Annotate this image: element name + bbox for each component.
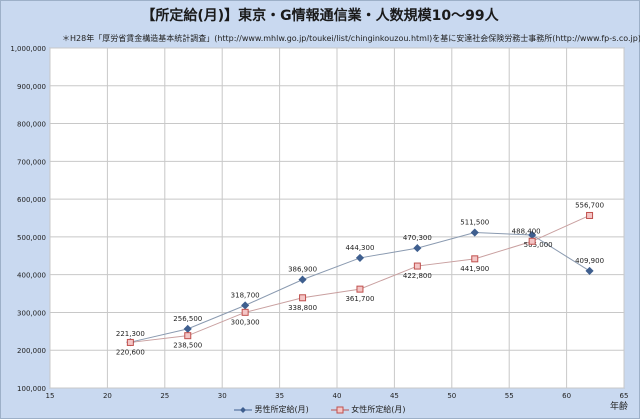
data-point-male <box>355 253 365 262</box>
legend-male-swatch <box>234 406 253 413</box>
y-tick-label: 200,000 <box>17 347 46 355</box>
data-label-male: 505,000 <box>524 241 553 249</box>
legend-label-female: 女性所定給(月) <box>351 405 406 414</box>
data-label-male: 444,300 <box>345 244 374 252</box>
data-label-female: 220,600 <box>116 348 145 356</box>
y-tick-label: 700,000 <box>17 158 46 166</box>
data-point-female <box>356 285 364 293</box>
data-label-female: 556,700 <box>575 201 604 209</box>
legend-item-male: 男性所定給(月) <box>234 404 309 415</box>
data-point-female <box>413 262 421 270</box>
data-label-female: 488,400 <box>512 227 541 235</box>
data-point-male <box>298 275 307 284</box>
y-tick-label: 1,000,000 <box>10 45 46 53</box>
data-label-male: 256,500 <box>173 315 202 323</box>
x-tick-label: 25 <box>160 392 169 400</box>
data-label-female: 300,300 <box>231 318 260 326</box>
data-label-female: 361,700 <box>345 295 374 303</box>
legend-female-swatch <box>331 406 350 413</box>
x-tick-label: 20 <box>103 392 112 400</box>
legend-label-male: 男性所定給(月) <box>254 405 309 414</box>
data-point-female <box>126 338 134 346</box>
x-tick-label: 50 <box>447 392 456 400</box>
data-label-male: 470,300 <box>403 234 432 242</box>
data-point-male <box>470 228 479 237</box>
y-tick-label: 300,000 <box>17 309 46 317</box>
data-point-female <box>471 255 479 263</box>
x-tick-label: 35 <box>275 392 284 400</box>
data-label-female: 441,900 <box>460 265 489 273</box>
data-label-male: 318,700 <box>231 291 260 299</box>
data-point-female <box>241 308 249 316</box>
legend-item-female: 女性所定給(月) <box>331 404 406 415</box>
y-tick-label: 900,000 <box>17 83 46 91</box>
data-point-female <box>586 211 594 219</box>
y-tick-label: 600,000 <box>17 196 46 204</box>
data-point-male <box>413 244 422 253</box>
legend: 男性所定給(月) 女性所定給(月) <box>0 404 640 415</box>
x-tick-label: 65 <box>620 392 629 400</box>
data-point-male <box>585 266 594 275</box>
y-tick-label: 100,000 <box>17 385 46 393</box>
y-tick-label: 400,000 <box>17 272 46 280</box>
data-label-female: 422,800 <box>403 272 432 280</box>
x-tick-label: 60 <box>562 392 571 400</box>
chart-title: 【所定給(月)】東京・G情報通信業・人数規模10～99人 <box>141 8 499 24</box>
x-tick-label: 45 <box>390 392 399 400</box>
x-tick-label: 40 <box>333 392 342 400</box>
data-label-male: 511,500 <box>460 219 489 227</box>
data-label-male: 386,900 <box>288 266 317 274</box>
data-point-female <box>299 294 307 302</box>
data-label-male: 409,900 <box>575 257 604 265</box>
source-note: ＊H28年「厚労省賃金構造基本統計調査」(http://www.mhlw.go.… <box>62 34 640 43</box>
y-tick-label: 500,000 <box>17 234 46 242</box>
data-point-female <box>184 332 192 340</box>
data-label-male: 221,300 <box>116 330 145 338</box>
data-point-female <box>528 237 536 245</box>
x-tick-label: 15 <box>46 392 55 400</box>
x-axis-unit: 年齢 <box>610 402 629 412</box>
data-label-female: 338,800 <box>288 304 317 312</box>
y-tick-label: 800,000 <box>17 121 46 129</box>
x-tick-label: 30 <box>218 392 227 400</box>
x-tick-label: 55 <box>505 392 514 400</box>
data-label-female: 238,500 <box>173 342 202 350</box>
